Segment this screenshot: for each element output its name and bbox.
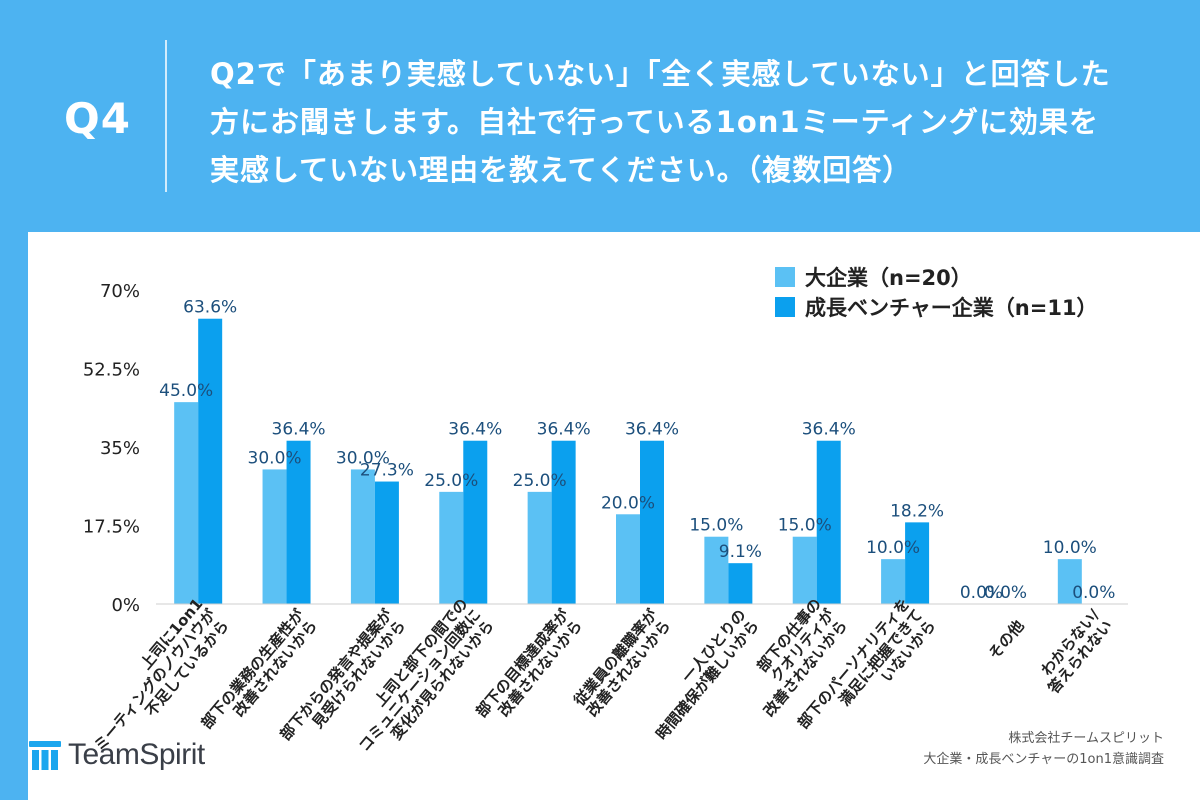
- value-label-venture: 36.4%: [448, 420, 502, 440]
- legend-item-large: 大企業（n=20）: [775, 262, 1098, 292]
- bar-large: [1057, 559, 1082, 604]
- credit-company: 株式会社チームスピリット: [1008, 731, 1164, 746]
- legend-label-venture: 成長ベンチャー企業（n=11）: [805, 296, 1098, 320]
- y-tick-label: 35%: [100, 438, 140, 459]
- value-label-venture: 9.1%: [719, 542, 762, 562]
- question-line: 実感していない理由を教えてください。（複数回答）: [210, 153, 913, 187]
- teamspirit-logo: TeamSpirit: [28, 738, 205, 772]
- value-label-venture: 36.4%: [537, 420, 591, 440]
- bar-venture: [463, 440, 488, 604]
- bar-large: [350, 469, 375, 604]
- chart-legend: 大企業（n=20） 成長ベンチャー企業（n=11）: [775, 262, 1098, 322]
- legend-item-venture: 成長ベンチャー企業（n=11）: [775, 292, 1098, 322]
- legend-swatch-large: [775, 267, 795, 287]
- value-label-venture: 0.0%: [1072, 583, 1115, 603]
- bar-venture: [905, 522, 930, 604]
- y-tick-label: 17.5%: [83, 517, 140, 538]
- value-label-large: 25.0%: [513, 471, 567, 491]
- bar-large: [527, 491, 552, 604]
- teamspirit-logo-icon: [29, 741, 61, 770]
- value-label-large: 10.0%: [1043, 538, 1097, 558]
- value-label-large: 10.0%: [866, 538, 920, 558]
- value-label-venture: 0.0%: [984, 583, 1027, 603]
- category-label: その他: [985, 617, 1028, 663]
- value-label-venture: 63.6%: [183, 298, 237, 318]
- bar-large: [262, 469, 287, 604]
- value-label-large: 0.0%: [960, 583, 1003, 603]
- bar-venture: [198, 318, 223, 604]
- value-label-large: 25.0%: [424, 471, 478, 491]
- y-tick-label: 0%: [111, 595, 140, 616]
- question-text: Q2で「あまり実感していない」「全く実感していない」と回答した 方にお聞きします…: [210, 50, 1170, 194]
- bar-large: [881, 559, 906, 604]
- question-line: Q2で「あまり実感していない」「全く実感していない」と回答した: [210, 57, 1111, 91]
- category-label-line: ミーティングのノウハウが: [90, 605, 220, 755]
- y-tick-label: 52.5%: [83, 360, 140, 381]
- bar-venture: [286, 440, 311, 604]
- y-tick-label: 70%: [100, 281, 140, 302]
- bar-large: [174, 402, 199, 604]
- value-label-large: 30.0%: [336, 448, 390, 468]
- bar-large: [439, 491, 464, 604]
- value-label-large: 30.0%: [248, 448, 302, 468]
- bar-large: [616, 514, 640, 604]
- category-label-line: その他: [985, 617, 1028, 663]
- value-label-large: 20.0%: [601, 493, 655, 513]
- value-label-large: 15.0%: [778, 516, 832, 536]
- bar-venture: [728, 563, 753, 604]
- question-line: 方にお聞きします。自社で行っている1on1ミーティングに効果を: [210, 105, 1099, 139]
- legend-label-large: 大企業（n=20）: [805, 266, 972, 290]
- chart-panel: [28, 232, 1200, 800]
- value-label-venture: 36.4%: [272, 420, 326, 440]
- value-label-venture: 36.4%: [625, 420, 679, 440]
- value-label-venture: 27.3%: [360, 461, 414, 481]
- value-label-venture: 18.2%: [890, 501, 944, 521]
- value-label-venture: 36.4%: [802, 420, 856, 440]
- bar-large: [792, 536, 817, 604]
- category-label-line: 時間確保が難しいから: [652, 617, 762, 743]
- value-label-large: 15.0%: [689, 516, 743, 536]
- question-number: Q4: [64, 94, 131, 143]
- header-divider: [165, 40, 167, 192]
- value-label-large: 45.0%: [159, 381, 213, 401]
- credit-survey: 大企業・成長ベンチャーの1on1意識調査: [923, 752, 1164, 767]
- bar-venture: [551, 440, 576, 604]
- bar-venture: [816, 440, 841, 604]
- question-header: Q4 Q2で「あまり実感していない」「全く実感していない」と回答した 方にお聞き…: [0, 0, 1200, 232]
- bar-venture: [374, 481, 399, 604]
- bar-large: [704, 536, 729, 604]
- logo-wordmark: TeamSpirit: [68, 738, 205, 771]
- source-credit: 株式会社チームスピリット 大企業・成長ベンチャーの1on1意識調査: [923, 728, 1164, 770]
- category-label: わからない/答えられない: [1038, 605, 1117, 697]
- legend-swatch-venture: [775, 297, 795, 317]
- bar-venture: [640, 440, 664, 604]
